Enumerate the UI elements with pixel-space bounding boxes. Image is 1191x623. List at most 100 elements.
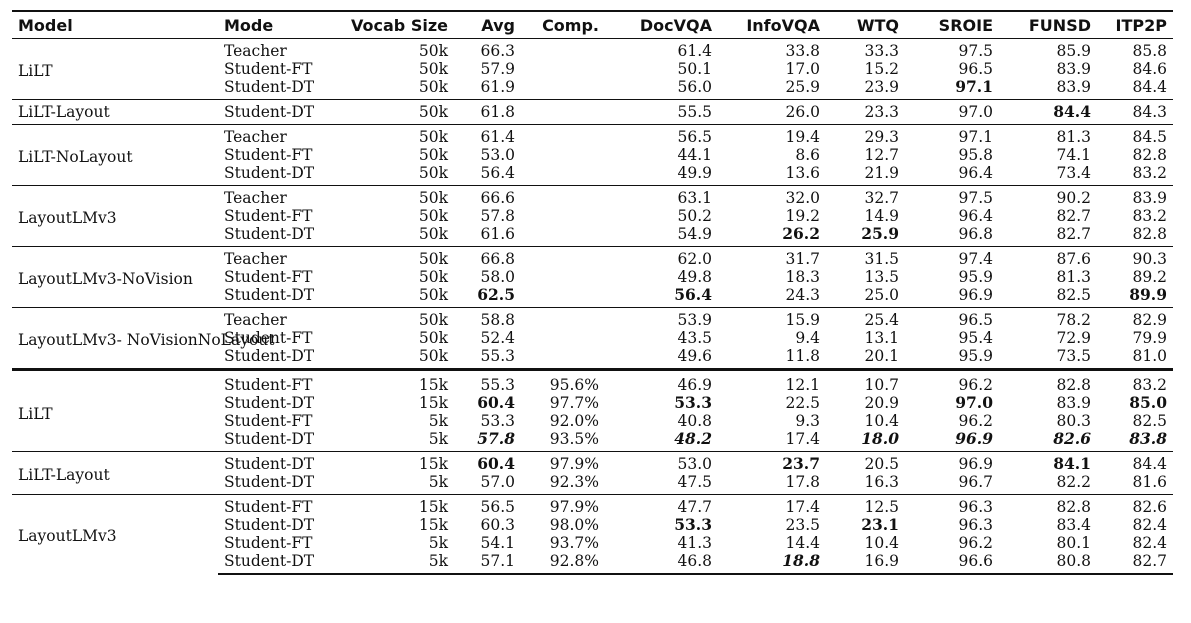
mode-cell: Student-DT xyxy=(224,78,315,96)
model-name-cell: LiLT-NoLayout xyxy=(12,124,218,186)
comp-cell xyxy=(521,38,605,60)
avg-cell: 60.4 xyxy=(454,451,521,473)
vocab-size-cell: 50k xyxy=(333,246,454,268)
table-row: Student-DT 50k 56.4 49.9 13.6 21.9 96.4 73.4 83.… xyxy=(12,164,1173,186)
header-docvqa: DocVQA xyxy=(605,10,718,39)
wtq-cell: 23.1 xyxy=(861,515,899,534)
comp-cell: 97.9% xyxy=(521,494,605,516)
avg-cell: 56.4 xyxy=(480,164,515,182)
infovqa-cell: 17.4 xyxy=(718,494,826,516)
docvqa-cell: 43.5 xyxy=(677,329,712,347)
vocab-size-cell: 50k xyxy=(418,286,448,304)
avg-cell: 57.1 xyxy=(454,552,521,575)
itp2p-cell: 83.2 xyxy=(1132,207,1167,225)
funsd-cell: 83.4 xyxy=(1056,516,1091,534)
vocab-size-cell: 50k xyxy=(333,307,454,329)
sroie-cell: 95.9 xyxy=(958,347,993,365)
docvqa-cell: 61.4 xyxy=(605,38,718,60)
itp2p-cell: 79.9 xyxy=(1132,329,1167,347)
avg-cell: 61.4 xyxy=(454,124,521,146)
funsd-cell: 83.9 xyxy=(1056,60,1091,78)
docvqa-cell: 46.8 xyxy=(605,552,718,575)
infovqa-cell: 18.3 xyxy=(785,268,820,286)
docvqa-cell: 56.5 xyxy=(605,124,718,146)
docvqa-cell: 53.3 xyxy=(674,393,712,412)
itp2p-cell: 81.0 xyxy=(1132,347,1167,365)
infovqa-cell: 9.3 xyxy=(795,412,820,430)
vocab-size-cell: 50k xyxy=(333,124,454,146)
funsd-cell: 83.9 xyxy=(1056,78,1091,96)
docvqa-cell: 62.0 xyxy=(605,246,718,268)
sroie-cell: 96.3 xyxy=(905,494,999,516)
itp2p-cell: 83.9 xyxy=(1097,185,1173,207)
table-row: Student-DT 5k 57.1 92.8% 46.8 18.8 16.9 96.6 80.… xyxy=(12,552,1173,575)
table-body: LiLT Teacher 50k 66.3 61.4 33.8 33.3 97.5 85.9 85… xyxy=(12,38,1173,575)
table-row: LiLT-Layout Student-DT 50k 61.8 55.5 26.0 23.3… xyxy=(12,99,1173,125)
comp-cell: 92.3% xyxy=(549,473,599,491)
funsd-cell: 82.8 xyxy=(999,368,1097,394)
mode-cell: Student-FT xyxy=(218,494,333,516)
itp2p-cell: 83.2 xyxy=(1132,164,1167,182)
itp2p-cell: 82.7 xyxy=(1097,552,1173,575)
table-row: Student-FT 50k 58.0 49.8 18.3 13.5 95.9 81.3 89.… xyxy=(12,268,1173,286)
avg-cell: 58.8 xyxy=(454,307,521,329)
sroie-cell: 97.5 xyxy=(905,185,999,207)
avg-cell: 61.8 xyxy=(454,99,521,125)
table-row: Student-FT 50k 57.9 50.1 17.0 15.2 96.5 83.9 84.… xyxy=(12,60,1173,78)
docvqa-cell: 53.9 xyxy=(605,307,718,329)
table-row: LiLT Student-FT 15k 55.3 95.6% 46.9 12.1 10.7 96… xyxy=(12,368,1173,452)
avg-cell: 66.3 xyxy=(454,38,521,60)
sroie-cell: 97.1 xyxy=(905,124,999,146)
funsd-cell: 82.5 xyxy=(1056,286,1091,304)
comp-cell: 93.7% xyxy=(549,534,599,552)
vocab-size-cell: 50k xyxy=(333,99,454,125)
docvqa-cell: 47.7 xyxy=(605,494,718,516)
header-avg: Avg xyxy=(454,10,521,39)
funsd-cell: 85.9 xyxy=(999,38,1097,60)
docvqa-cell: 63.1 xyxy=(605,185,718,207)
table-row: Student-DT 15k 60.3 98.0% 53.3 23.5 23.1 96.3 83… xyxy=(12,515,1173,535)
infovqa-cell: 8.6 xyxy=(795,146,820,164)
funsd-cell: 82.7 xyxy=(1056,225,1091,243)
avg-cell: 57.8 xyxy=(480,207,515,225)
table-row: Student-DT 50k 62.5 56.4 24.3 25.0 96.9 82.5 89.… xyxy=(12,286,1173,308)
infovqa-cell: 26.0 xyxy=(718,99,826,125)
infovqa-cell: 12.1 xyxy=(718,368,826,394)
docvqa-cell: 53.0 xyxy=(605,451,718,473)
infovqa-cell: 14.4 xyxy=(785,534,820,552)
sroie-cell: 96.4 xyxy=(958,164,993,182)
model-name-cell: LayoutLMv3 xyxy=(12,494,218,574)
sroie-cell: 96.5 xyxy=(958,60,993,78)
table-row: Student-DT 5k 57.0 92.3% 47.5 17.8 16.3 96.7 82.… xyxy=(12,473,1173,495)
wtq-cell: 15.2 xyxy=(864,60,899,78)
funsd-cell: 80.3 xyxy=(1056,412,1091,430)
model-name-cell: LayoutLMv3-NoVision xyxy=(12,246,218,308)
mode-cell: Student-DT xyxy=(224,347,315,365)
itp2p-cell: 82.9 xyxy=(1097,307,1173,329)
docvqa-cell: 40.8 xyxy=(677,412,712,430)
itp2p-cell: 82.8 xyxy=(1132,225,1167,243)
results-table: Model Mode Vocab Size Avg Comp. DocVQA I… xyxy=(12,10,1173,575)
table-row: Student-FT 5k 54.1 93.7% 41.3 14.4 10.4 96.2 80.… xyxy=(12,534,1173,552)
infovqa-cell: 32.0 xyxy=(718,185,826,207)
infovqa-cell: 11.8 xyxy=(785,347,820,365)
avg-cell: 61.6 xyxy=(480,225,515,243)
avg-cell: 53.3 xyxy=(480,412,515,430)
infovqa-cell: 18.8 xyxy=(718,552,826,575)
table-row: Student-FT 5k 53.3 92.0% 40.8 9.3 10.4 96.2 80.3… xyxy=(12,412,1173,430)
docvqa-cell: 55.5 xyxy=(605,99,718,125)
funsd-cell: 81.3 xyxy=(1056,268,1091,286)
vocab-size-cell: 15k xyxy=(418,516,448,534)
avg-cell: 58.0 xyxy=(480,268,515,286)
infovqa-cell: 19.2 xyxy=(785,207,820,225)
mode-cell: Teacher xyxy=(218,185,333,207)
table-row: LayoutLMv3- NoVisionNoLayout Teacher 50k 58… xyxy=(12,307,1173,370)
avg-cell: 57.9 xyxy=(480,60,515,78)
funsd-cell: 87.6 xyxy=(999,246,1097,268)
comp-cell xyxy=(521,246,605,268)
avg-cell: 61.9 xyxy=(480,78,515,96)
funsd-cell: 78.2 xyxy=(999,307,1097,329)
sroie-cell: 96.2 xyxy=(905,368,999,394)
mode-cell: Teacher xyxy=(218,246,333,268)
funsd-cell: 81.3 xyxy=(999,124,1097,146)
